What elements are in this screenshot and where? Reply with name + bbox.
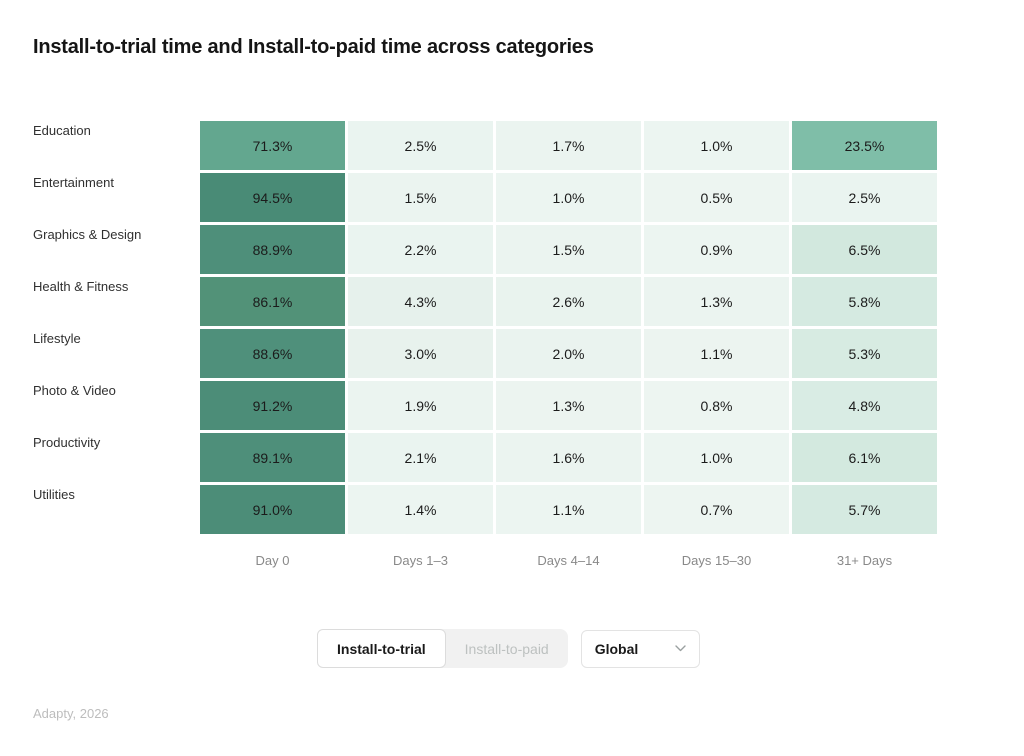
row-label: Photo & Video <box>33 383 116 398</box>
column-label: Day 0 <box>255 553 290 568</box>
heatmap-cell: 2.1% <box>348 433 493 482</box>
row-label: Lifestyle <box>33 331 81 346</box>
heatmap-cell: 0.8% <box>644 381 789 430</box>
region-dropdown-value: Global <box>594 640 639 657</box>
heatmap-row-labels: Education Entertainment Graphics & Design H… <box>33 121 193 534</box>
row-label: Utilities <box>33 487 75 502</box>
region-dropdown[interactable]: Global <box>580 629 700 668</box>
heatmap-cell: 23.5% <box>792 121 937 170</box>
chart-title: Install-to-trial time and Install-to-pai… <box>33 36 594 58</box>
source-attribution: Adapty, 2026 <box>33 706 109 721</box>
heatmap-cell: 0.7% <box>644 485 789 534</box>
column-label: Days 1–3 <box>393 553 448 568</box>
column-label: Days 4–14 <box>537 553 600 568</box>
heatmap-cell: 1.3% <box>644 277 789 326</box>
heatmap-cell: 2.6% <box>496 277 641 326</box>
heatmap-cell: 5.7% <box>792 485 937 534</box>
tab-install-to-paid[interactable]: Install-to-paid <box>446 629 568 668</box>
heatmap-cell: 2.5% <box>792 173 937 222</box>
column-label: 31+ Days <box>836 553 893 568</box>
heatmap-cell: 71.3% <box>200 121 345 170</box>
heatmap-cell: 1.9% <box>348 381 493 430</box>
heatmap-cell: 4.3% <box>348 277 493 326</box>
heatmap-cell: 1.1% <box>644 329 789 378</box>
heatmap-grid: 71.3% 2.5% 1.7% 1.0% 23.5% 94.5% 1.5% 1.0% 0.5% 2… <box>200 121 937 534</box>
heatmap-cell: 1.5% <box>348 173 493 222</box>
chevron-down-icon <box>675 645 686 652</box>
heatmap-cell: 86.1% <box>200 277 345 326</box>
heatmap-cell: 6.5% <box>792 225 937 274</box>
column-label: Days 15–30 <box>681 553 752 568</box>
heatmap-cell: 2.5% <box>348 121 493 170</box>
row-label: Productivity <box>33 435 101 450</box>
heatmap-cell: 88.9% <box>200 225 345 274</box>
heatmap-cell: 2.0% <box>496 329 641 378</box>
heatmap-cell: 1.0% <box>644 121 789 170</box>
heatmap-column-labels: Day 0 Days 1–3 Days 4–14 Days 15–30 31+ Days <box>200 553 937 568</box>
heatmap-cell: 1.7% <box>496 121 641 170</box>
heatmap-cell: 91.0% <box>200 485 345 534</box>
heatmap-cell: 0.9% <box>644 225 789 274</box>
heatmap-cell: 3.0% <box>348 329 493 378</box>
heatmap-cell: 2.2% <box>348 225 493 274</box>
heatmap-cell: 1.3% <box>496 381 641 430</box>
row-label: Entertainment <box>33 175 114 190</box>
heatmap-cell: 5.3% <box>792 329 937 378</box>
heatmap-cell: 1.0% <box>496 173 641 222</box>
heatmap-cell: 1.0% <box>644 433 789 482</box>
heatmap-cell: 1.6% <box>496 433 641 482</box>
row-label: Health & Fitness <box>33 279 129 294</box>
tab-install-to-trial[interactable]: Install-to-trial <box>317 629 446 668</box>
heatmap-cell: 89.1% <box>200 433 345 482</box>
heatmap-cell: 0.5% <box>644 173 789 222</box>
row-label: Education <box>33 123 91 138</box>
heatmap-cell: 91.2% <box>200 381 345 430</box>
heatmap-cell: 88.6% <box>200 329 345 378</box>
heatmap-cell: 4.8% <box>792 381 937 430</box>
heatmap-cell: 1.1% <box>496 485 641 534</box>
heatmap-cell: 1.4% <box>348 485 493 534</box>
heatmap-cell: 6.1% <box>792 433 937 482</box>
heatmap-cell: 1.5% <box>496 225 641 274</box>
heatmap-cell: 94.5% <box>200 173 345 222</box>
heatmap-cell: 5.8% <box>792 277 937 326</box>
chart-controls: Install-to-trial Install-to-paid Global <box>317 629 700 668</box>
metric-toggle: Install-to-trial Install-to-paid <box>317 629 568 668</box>
row-label: Graphics & Design <box>33 227 142 242</box>
